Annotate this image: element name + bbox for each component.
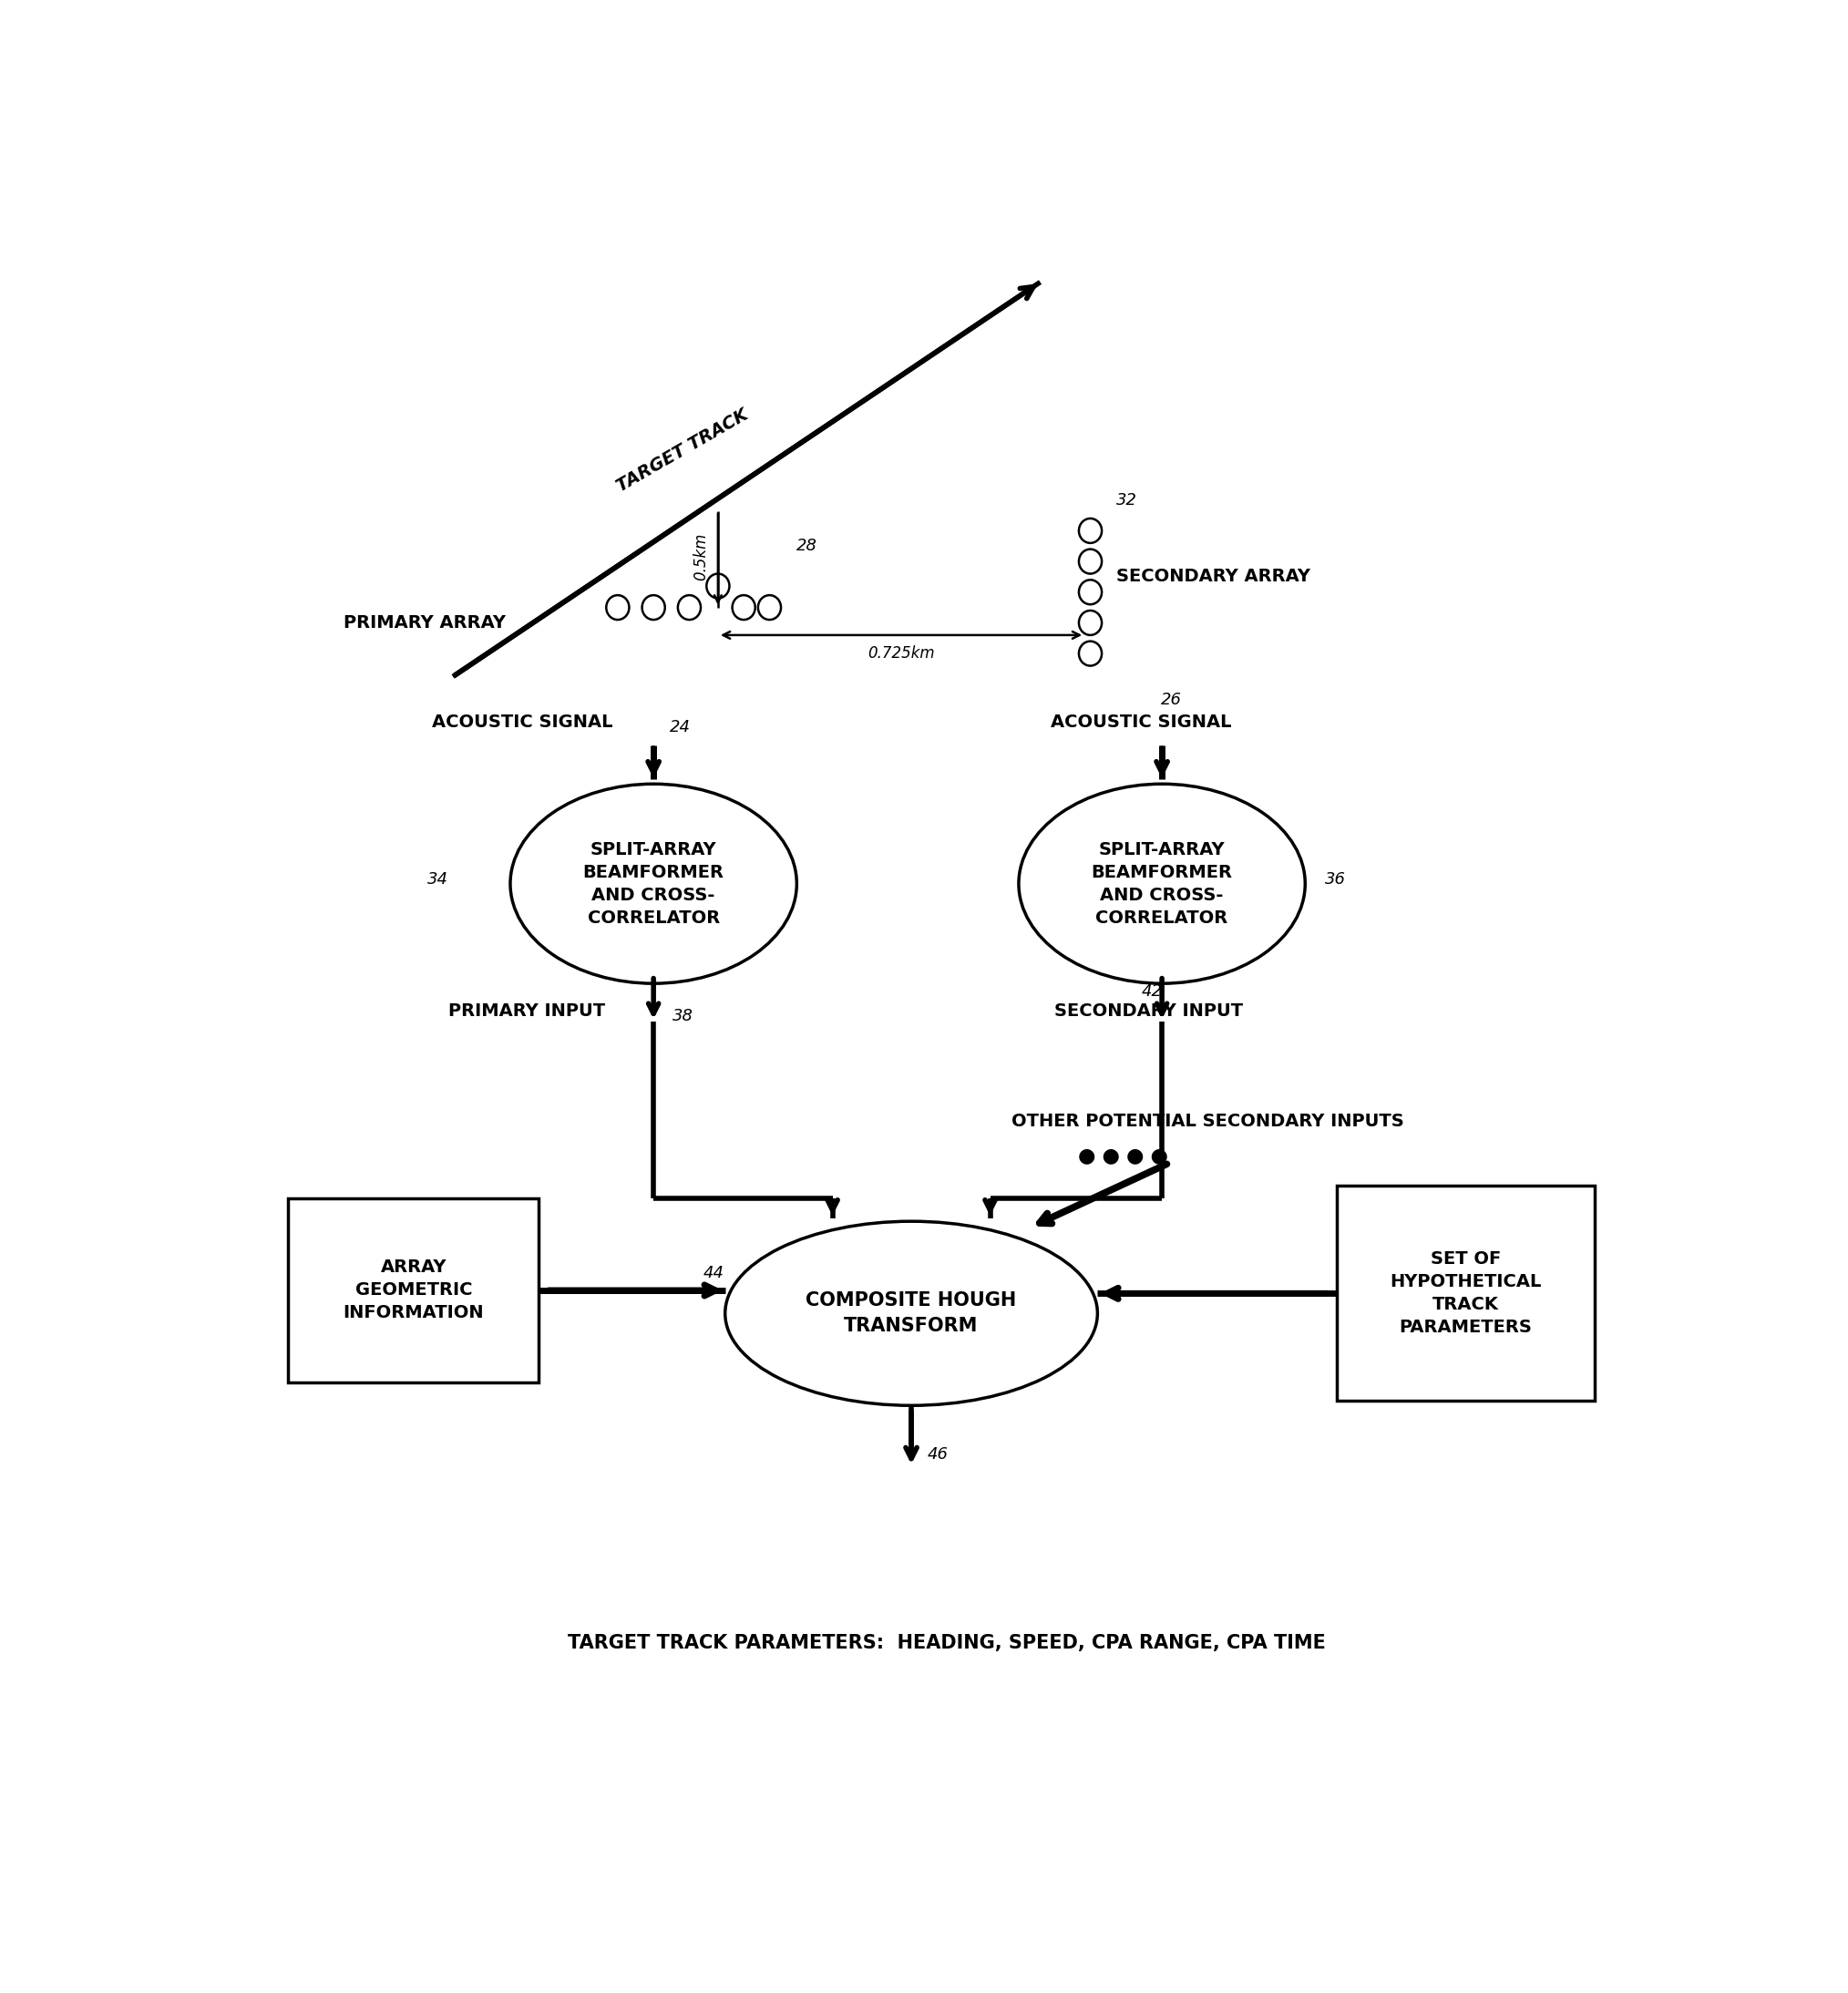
Text: 0.725km: 0.725km bbox=[869, 646, 935, 662]
Text: ACOUSTIC SIGNAL: ACOUSTIC SIGNAL bbox=[1050, 713, 1231, 731]
Text: TARGET TRACK PARAMETERS:  HEADING, SPEED, CPA RANGE, CPA TIME: TARGET TRACK PARAMETERS: HEADING, SPEED,… bbox=[567, 1634, 1327, 1652]
Ellipse shape bbox=[724, 1222, 1098, 1405]
Text: OTHER POTENTIAL SECONDARY INPUTS: OTHER POTENTIAL SECONDARY INPUTS bbox=[1011, 1112, 1404, 1130]
Text: SPLIT-ARRAY
BEAMFORMER
AND CROSS-
CORRELATOR: SPLIT-ARRAY BEAMFORMER AND CROSS- CORREL… bbox=[582, 841, 724, 927]
Text: 44: 44 bbox=[704, 1266, 724, 1281]
Ellipse shape bbox=[1018, 783, 1305, 983]
Text: TARGET TRACK: TARGET TRACK bbox=[614, 407, 750, 496]
Text: 28: 28 bbox=[796, 538, 817, 554]
Text: 38: 38 bbox=[673, 1008, 693, 1024]
Text: ● ● ● ●: ● ● ● ● bbox=[1077, 1146, 1168, 1164]
Text: 34: 34 bbox=[427, 871, 449, 887]
Text: SET OF
HYPOTHETICAL
TRACK
PARAMETERS: SET OF HYPOTHETICAL TRACK PARAMETERS bbox=[1390, 1250, 1541, 1335]
Text: 0.5km: 0.5km bbox=[693, 532, 710, 580]
Ellipse shape bbox=[510, 783, 796, 983]
Text: 26: 26 bbox=[1161, 692, 1181, 708]
Text: 36: 36 bbox=[1325, 871, 1345, 887]
Text: 24: 24 bbox=[669, 719, 689, 735]
FancyBboxPatch shape bbox=[288, 1198, 540, 1383]
FancyBboxPatch shape bbox=[1336, 1186, 1595, 1401]
Text: PRIMARY INPUT: PRIMARY INPUT bbox=[449, 1002, 606, 1020]
Text: PRIMARY ARRAY: PRIMARY ARRAY bbox=[344, 614, 506, 632]
Text: SECONDARY ARRAY: SECONDARY ARRAY bbox=[1116, 568, 1310, 586]
Text: SECONDARY INPUT: SECONDARY INPUT bbox=[1055, 1002, 1244, 1020]
Text: SPLIT-ARRAY
BEAMFORMER
AND CROSS-
CORRELATOR: SPLIT-ARRAY BEAMFORMER AND CROSS- CORREL… bbox=[1092, 841, 1233, 927]
Text: 32: 32 bbox=[1116, 492, 1137, 508]
Text: 46: 46 bbox=[928, 1447, 948, 1463]
Text: COMPOSITE HOUGH
TRANSFORM: COMPOSITE HOUGH TRANSFORM bbox=[806, 1291, 1016, 1335]
Text: 42: 42 bbox=[1142, 983, 1162, 998]
Text: ARRAY
GEOMETRIC
INFORMATION: ARRAY GEOMETRIC INFORMATION bbox=[344, 1260, 484, 1321]
Text: ACOUSTIC SIGNAL: ACOUSTIC SIGNAL bbox=[432, 713, 612, 731]
